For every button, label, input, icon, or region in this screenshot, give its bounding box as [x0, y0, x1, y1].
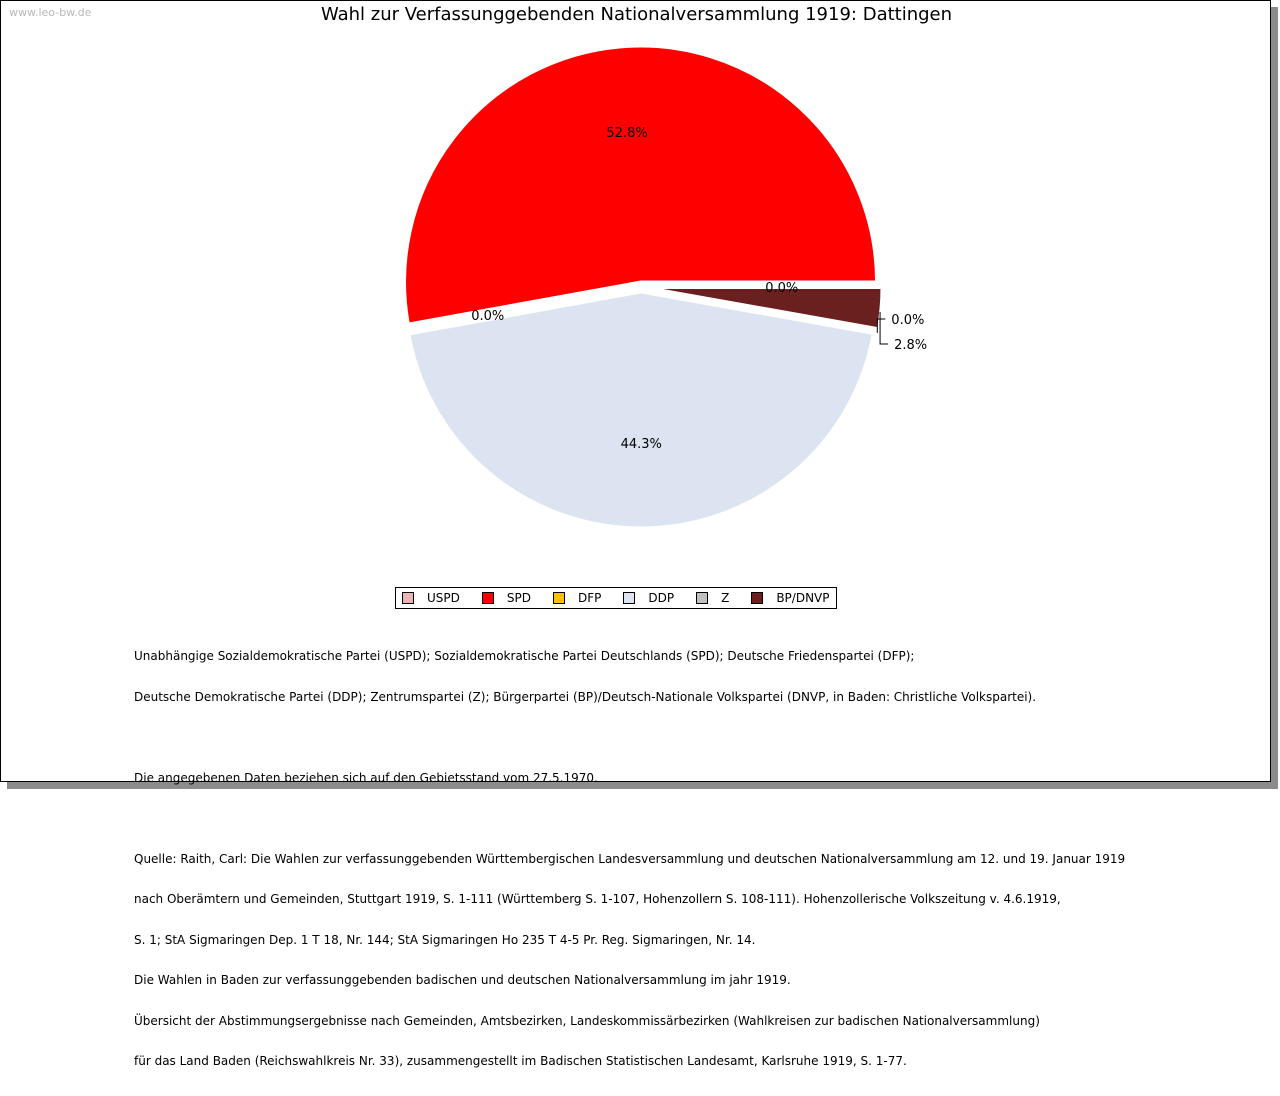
legend-label-ddp: DDP: [648, 591, 675, 605]
footnotes: Unabhängige Sozialdemokratische Partei (…: [134, 623, 1125, 1096]
slice-label-ddp: 44.3%: [621, 437, 662, 452]
slice-label-dfp: 0.0%: [471, 309, 504, 324]
note-source-line-3: S. 1; StA Sigmaringen Dep. 1 T 18, Nr. 1…: [134, 932, 756, 947]
legend-swatch-z: [696, 592, 709, 604]
note-territory: Die angegebenen Daten beziehen sich auf …: [134, 770, 598, 785]
legend-swatch-dfp: [552, 592, 565, 604]
slice-label-uspd: 0.0%: [765, 281, 798, 296]
note-parties-line-2: Deutsche Demokratische Partei (DDP); Zen…: [134, 689, 1037, 704]
note-source-line-1: Quelle: Raith, Carl: Die Wahlen zur verf…: [134, 851, 1126, 866]
chart-title: Wahl zur Verfassunggebenden Nationalvers…: [320, 4, 953, 25]
legend-label-uspd: USPD: [427, 591, 460, 605]
legend: USPD SPD DFP DDP Z BP/DNVP: [395, 587, 837, 609]
legend-item-z: Z: [696, 591, 729, 605]
slice-label-z: 0.0%: [891, 313, 924, 328]
pie-slice-ddp: [407, 290, 876, 530]
note-source-line-4: Die Wahlen in Baden zur verfassunggebend…: [134, 973, 791, 987]
note-source-line-5: Übersicht der Abstimmungsergebnisse nach…: [134, 1013, 1040, 1028]
pie-slice-bp-dnvp: [645, 285, 884, 331]
legend-swatch-uspd: [402, 592, 414, 604]
legend-item-dfp: DFP: [552, 591, 602, 605]
chart-frame: www.leo-bw.de Wahl zur Verfassunggebende…: [0, 0, 1271, 1068]
note-parties-line-1: Unabhängige Sozialdemokratische Partei (…: [134, 649, 915, 663]
legend-swatch-ddp: [623, 592, 636, 604]
note-source-line-6: für das Land Baden (Reichswahlkreis Nr. …: [134, 1054, 907, 1068]
legend-item-uspd: USPD: [402, 591, 460, 605]
legend-item-spd: SPD: [481, 591, 531, 605]
slice-label-bp-dnvp-leader: [879, 312, 889, 345]
pie-slice-spd: [403, 44, 879, 326]
legend-item-ddp: DDP: [623, 591, 674, 605]
legend-label-bp-dnvp: BP/DNVP: [776, 591, 830, 605]
note-source-line-2: nach Oberämtern und Gemeinden, Stuttgart…: [134, 892, 1061, 906]
watermark: www.leo-bw.de: [9, 6, 92, 19]
legend-label-dfp: DFP: [577, 591, 602, 605]
legend-swatch-bp-dnvp: [751, 592, 764, 604]
legend-item-bp-dnvp: BP/DNVP: [751, 591, 830, 605]
slice-label-z-leader: [876, 318, 886, 333]
legend-label-spd: SPD: [506, 591, 531, 605]
legend-label-z: Z: [721, 591, 730, 605]
legend-swatch-spd: [481, 592, 494, 604]
slice-label-spd: 52.8%: [606, 126, 647, 141]
pie-chart: 0.0% 52.8% 0.0% 44.3% 0.0% 2.8%: [403, 44, 927, 530]
slice-label-bp-dnvp: 2.8%: [894, 338, 927, 353]
